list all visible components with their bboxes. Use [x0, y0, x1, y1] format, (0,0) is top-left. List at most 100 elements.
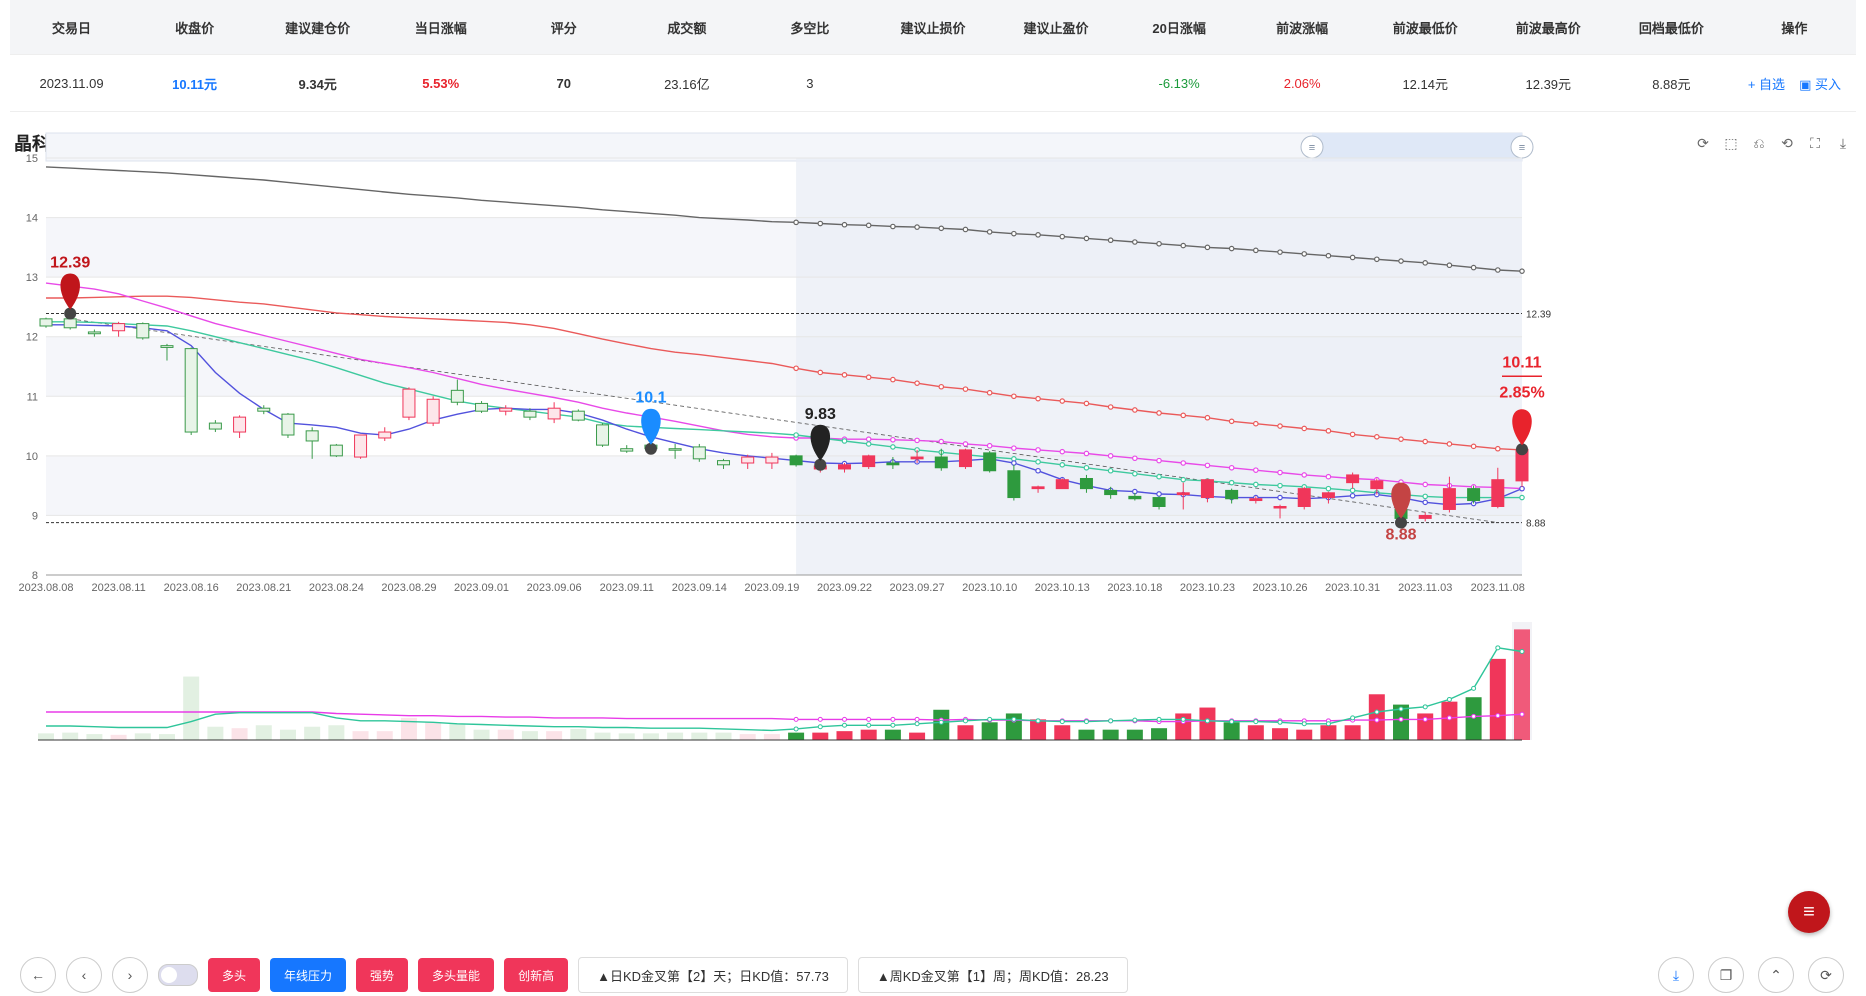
- right-toolbar: ⤓ ❐ ⌃ ⟳: [1658, 957, 1844, 993]
- volume-bar: [207, 726, 224, 740]
- volume-bar: [739, 734, 756, 740]
- volume-ma-pink-point: [1446, 715, 1452, 721]
- volume-bar: [715, 732, 732, 740]
- candle-body: [837, 464, 851, 470]
- volume-ma-pink-point: [817, 716, 823, 722]
- chart-toolbox: ⟳ ⬚ ⎌ ⟲ ⛶ ⤓: [1694, 134, 1852, 152]
- daily-kd-info: ▲日KD金叉第【2】天；日KD值：57.73: [578, 957, 848, 993]
- signal-tag[interactable]: 年线压力: [270, 958, 347, 992]
- volume-bar: [1272, 728, 1289, 740]
- volume-ma-teal-point: [1519, 649, 1525, 654]
- ma63-line-point: [1204, 414, 1211, 421]
- candle-body: [547, 407, 561, 420]
- signal-tag[interactable]: 创新高: [504, 958, 569, 992]
- signal-tag[interactable]: 强势: [356, 958, 409, 992]
- volume-bar: [38, 733, 54, 740]
- arrow-left-icon[interactable]: ←: [20, 957, 56, 993]
- zoom-icon[interactable]: ⬚: [1724, 135, 1738, 151]
- volume-ma-pink-point: [1398, 716, 1404, 722]
- table-cell: 2023.11.09: [39, 75, 104, 91]
- volume-bar: [1368, 694, 1385, 740]
- volume-bar: [836, 731, 853, 740]
- volume-ma-teal-point: [1108, 718, 1114, 724]
- kline-chart[interactable]: ≡ ≡ 8 9 10 11 12 13 14 15 2023.08.08 2023.08.11 2023…: [0, 0, 1866, 900]
- volume-ma-teal-point: [1083, 719, 1089, 725]
- ma18-line-point: [890, 444, 896, 450]
- area-select-icon[interactable]: ⛶: [1810, 135, 1820, 151]
- table-cell: 5.53%: [422, 75, 460, 91]
- ma31-line-point: [1253, 467, 1259, 473]
- toggle-switch[interactable]: [158, 964, 198, 986]
- chevron-up-icon[interactable]: ⌃: [1758, 957, 1794, 993]
- candle-body: [1467, 488, 1481, 502]
- download-icon[interactable]: ⤓: [1658, 957, 1694, 993]
- save-image-icon[interactable]: ⤓: [1839, 135, 1847, 151]
- x-tick-label: 2023.08.21: [236, 582, 291, 594]
- volume-bar: [788, 732, 805, 740]
- chevron-right-icon[interactable]: ›: [112, 957, 148, 993]
- x-tick-label: 2023.11.03: [1398, 582, 1452, 594]
- signal-tag[interactable]: 多头量能: [418, 958, 495, 992]
- add-watchlist-button[interactable]: + 自选: [1747, 76, 1786, 92]
- volume-bar: [134, 733, 151, 740]
- ma31-line-point: [865, 436, 872, 442]
- volume-bar: [1514, 629, 1530, 740]
- ma18-line-point: [1422, 493, 1429, 500]
- ma250-line-point: [962, 226, 969, 233]
- bottom-toolbar: ← ‹ › 多头 年线压力 强势 多头量能 创新高 ▲日KD金叉第【2】天；日KD值：5…: [20, 957, 1128, 993]
- chevron-left-icon[interactable]: ‹: [66, 957, 102, 993]
- menu-icon[interactable]: ≡: [1788, 891, 1830, 933]
- volume-ma-pink-point: [841, 716, 847, 722]
- candle-body: [668, 448, 682, 451]
- y-tick-label: 13: [26, 272, 38, 284]
- ma63-line-point: [1132, 407, 1138, 413]
- x-tick-label: 2023.09.19: [744, 582, 799, 594]
- ma5-line-point: [1156, 491, 1162, 497]
- ma31-line-point: [1422, 481, 1429, 488]
- volume-bar: [425, 722, 442, 740]
- ma63-line-point: [890, 376, 896, 383]
- ma250-line-point: [1495, 267, 1501, 273]
- ma63-line-point: [986, 389, 993, 396]
- ma250-line-point: [1277, 249, 1283, 255]
- zoom-reset-icon[interactable]: ⎌: [1753, 135, 1765, 151]
- volume-ma-pink-point: [793, 716, 799, 722]
- volume-bar: [158, 734, 175, 740]
- volume-ma-teal-point: [1277, 719, 1283, 725]
- ma18-line-point: [1059, 461, 1066, 468]
- ma31-line-point: [1156, 457, 1162, 464]
- signal-tag[interactable]: 多头: [208, 958, 261, 992]
- volume-bar: [449, 723, 466, 740]
- x-tick-label: 2023.11.08: [1471, 582, 1525, 594]
- candle-body: [1152, 497, 1166, 507]
- candle-body: [378, 431, 392, 439]
- table-actions: + 自选 ▣ 买入: [1733, 74, 1856, 93]
- candle-body: [233, 416, 247, 433]
- buy-button[interactable]: ▣ 买入: [1799, 76, 1841, 92]
- price-pin-icon: [641, 408, 661, 445]
- candle-body: [63, 318, 77, 329]
- refresh-icon[interactable]: ⟳: [1697, 135, 1709, 151]
- marker-label: 9.83: [805, 406, 836, 423]
- ma63-line-point: [1228, 418, 1235, 425]
- table-row: 2023.11.09 10.11元 9.34元 5.53% 70 23.16亿 3 -6.13…: [10, 55, 1856, 112]
- candle-body: [1346, 474, 1360, 484]
- x-tick-label: 2023.09.11: [600, 582, 654, 594]
- x-tick-label: 2023.09.06: [527, 582, 582, 594]
- volume-bar: [1126, 729, 1143, 740]
- copy-icon[interactable]: ❐: [1708, 957, 1744, 993]
- candle-body: [523, 410, 537, 418]
- volume-bar: [328, 725, 345, 740]
- table-cell: 12.39元: [1525, 76, 1572, 92]
- ma250-line-point: [1059, 233, 1066, 240]
- candle-body: [596, 424, 610, 446]
- volume-ma-teal-point: [1446, 696, 1452, 702]
- ma31-line-point: [1277, 469, 1283, 476]
- ma250-line-point: [1180, 242, 1187, 249]
- refresh-icon[interactable]: ⟳: [1808, 957, 1844, 993]
- restore-icon[interactable]: ⟲: [1781, 135, 1793, 151]
- ma63-line-point: [793, 365, 799, 372]
- ma18-line-point: [1325, 485, 1332, 492]
- ma18-line-point: [1156, 473, 1162, 480]
- col-header: 成交额: [667, 20, 707, 36]
